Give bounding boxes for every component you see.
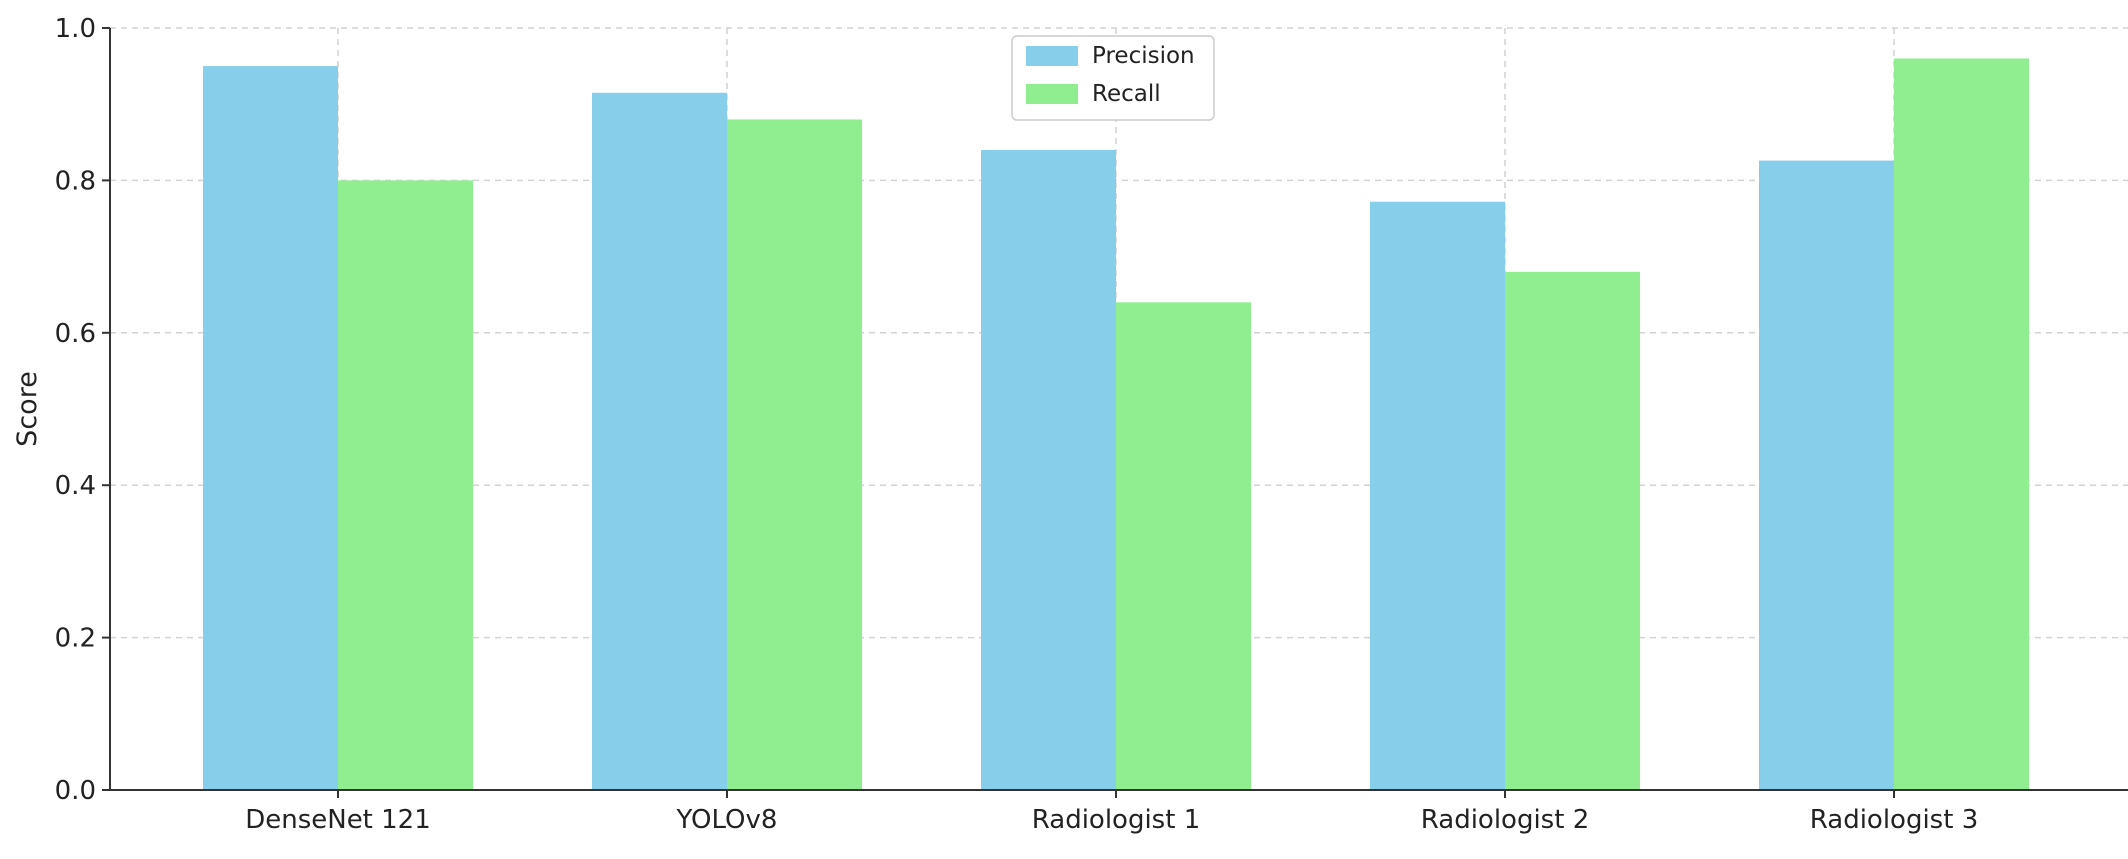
bar-precision-2 bbox=[981, 149, 1116, 791]
legend-swatch-precision bbox=[1026, 46, 1078, 66]
y-tick-label: 0.0 bbox=[55, 776, 96, 806]
x-tick-label: Radiologist 3 bbox=[1810, 805, 1978, 835]
bar-precision-1 bbox=[592, 92, 727, 790]
bar-precision-0 bbox=[203, 66, 338, 791]
bar-precision-3 bbox=[1370, 201, 1505, 791]
bar-recall-1 bbox=[727, 119, 862, 790]
bar-recall-0 bbox=[338, 180, 473, 790]
y-axis-ticks: 0.0 0.2 0.4 0.6 0.8 1.0 bbox=[55, 14, 110, 806]
bar-recall-4 bbox=[1894, 58, 2029, 791]
bars bbox=[203, 58, 2029, 791]
legend-swatch-recall bbox=[1026, 84, 1078, 104]
y-tick-label: 0.2 bbox=[55, 624, 96, 654]
legend-label-recall: Recall bbox=[1092, 81, 1161, 107]
axes bbox=[109, 28, 2128, 791]
bar-recall-2 bbox=[1116, 302, 1251, 790]
y-tick-label: 0.4 bbox=[55, 471, 96, 501]
legend-label-precision: Precision bbox=[1092, 43, 1195, 69]
y-tick-label: 0.6 bbox=[55, 319, 96, 349]
bar-precision-4 bbox=[1759, 160, 1894, 790]
x-tick-label: DenseNet 121 bbox=[245, 805, 431, 835]
x-tick-label: Radiologist 1 bbox=[1032, 805, 1200, 835]
legend: Precision Recall bbox=[1011, 35, 1215, 121]
x-tick-label: YOLOv8 bbox=[676, 805, 778, 835]
y-axis-title: Score bbox=[12, 371, 43, 447]
y-tick-label: 0.8 bbox=[55, 166, 96, 196]
x-tick-label: Radiologist 2 bbox=[1421, 805, 1589, 835]
y-tick-label: 1.0 bbox=[55, 14, 96, 44]
bar-recall-3 bbox=[1505, 271, 1640, 791]
x-axis-ticks: DenseNet 121 YOLOv8 Radiologist 1 Radiologi… bbox=[245, 790, 1978, 835]
